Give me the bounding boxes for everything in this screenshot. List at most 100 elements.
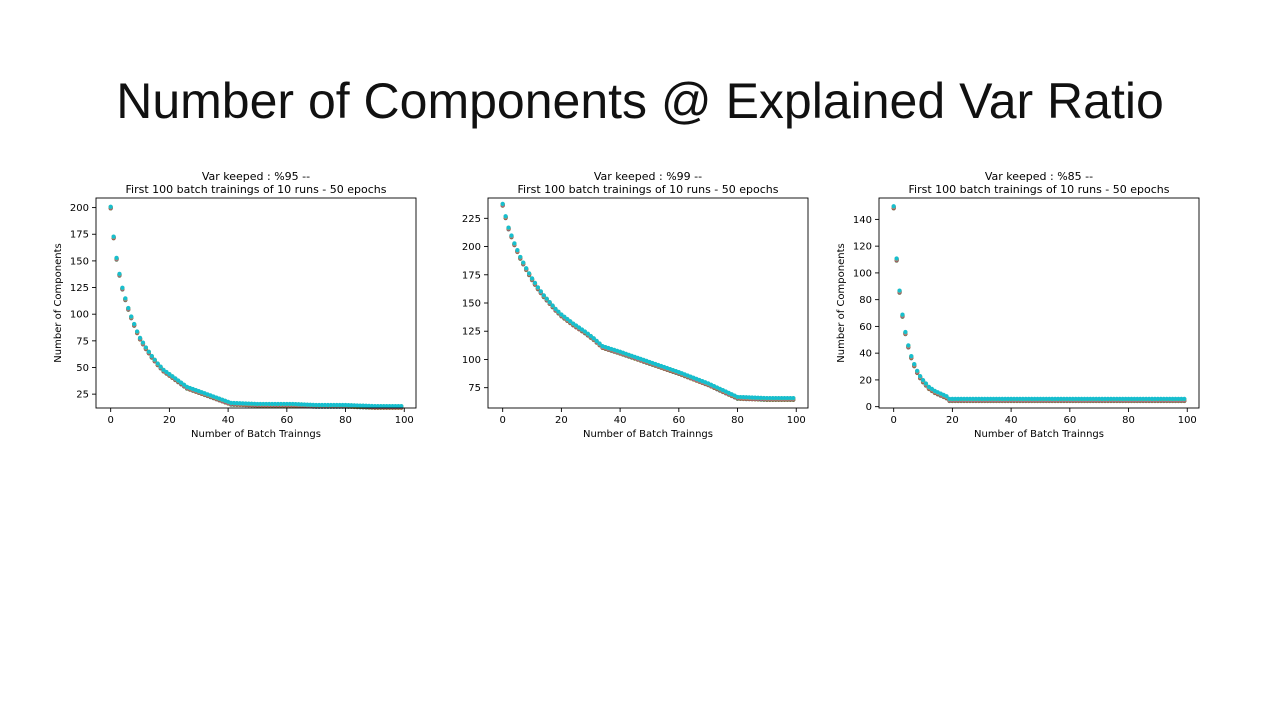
data-point bbox=[900, 312, 905, 317]
data-point bbox=[988, 396, 993, 401]
data-point bbox=[773, 395, 778, 401]
y-axis-label: Number of Components bbox=[836, 243, 847, 362]
y-tick-label: 0 bbox=[866, 402, 872, 413]
data-point bbox=[240, 401, 245, 406]
data-point bbox=[170, 374, 175, 379]
data-point bbox=[1082, 396, 1087, 401]
data-point bbox=[1088, 396, 1093, 401]
x-tick-label: 20 bbox=[946, 415, 959, 426]
data-point bbox=[556, 309, 561, 314]
data-point bbox=[1120, 396, 1125, 401]
y-tick-label: 140 bbox=[853, 215, 872, 226]
y-tick-label: 100 bbox=[462, 355, 481, 366]
data-point bbox=[237, 401, 242, 406]
data-point bbox=[366, 403, 372, 408]
data-point bbox=[1038, 396, 1043, 401]
data-point bbox=[343, 402, 348, 408]
data-point bbox=[565, 316, 570, 322]
y-tick-label: 150 bbox=[462, 299, 481, 310]
data-point bbox=[506, 225, 511, 230]
y-tick-label: 25 bbox=[76, 390, 89, 401]
data-point bbox=[547, 299, 552, 305]
data-point bbox=[747, 395, 752, 400]
data-point bbox=[267, 401, 272, 407]
data-point bbox=[764, 395, 769, 401]
data-point bbox=[1179, 396, 1184, 401]
data-point bbox=[164, 369, 169, 375]
data-point bbox=[1129, 396, 1134, 401]
data-point bbox=[231, 400, 237, 406]
chart-panel-var95: Var keeped : %95 -- First 100 batch train… bbox=[30, 165, 430, 455]
data-point bbox=[1067, 396, 1072, 401]
data-point bbox=[1141, 396, 1146, 401]
data-point bbox=[597, 341, 602, 346]
data-point bbox=[129, 314, 134, 319]
x-tick-label: 80 bbox=[339, 415, 352, 426]
y-tick-label: 40 bbox=[859, 349, 872, 360]
data-point bbox=[137, 335, 143, 340]
data-point bbox=[891, 204, 896, 209]
data-point bbox=[785, 395, 790, 401]
data-point bbox=[970, 396, 976, 401]
data-point bbox=[1167, 396, 1172, 401]
data-point bbox=[956, 396, 961, 401]
data-point bbox=[261, 401, 266, 407]
data-point bbox=[791, 395, 796, 401]
data-point bbox=[521, 260, 526, 265]
plot-frame bbox=[487, 197, 809, 409]
y-tick-label: 200 bbox=[462, 242, 481, 253]
x-tick-label: 100 bbox=[395, 415, 414, 426]
data-point bbox=[906, 343, 911, 348]
data-point bbox=[585, 331, 590, 336]
data-point bbox=[155, 361, 160, 366]
data-point bbox=[1029, 396, 1034, 401]
data-point bbox=[161, 367, 166, 372]
y-tick-label: 175 bbox=[462, 270, 481, 281]
data-point bbox=[562, 314, 567, 319]
data-point bbox=[1044, 396, 1049, 401]
data-point bbox=[284, 401, 289, 407]
data-point bbox=[355, 403, 360, 408]
y-tick-label: 100 bbox=[853, 268, 872, 279]
data-point bbox=[1155, 396, 1160, 401]
data-point bbox=[1135, 396, 1140, 401]
data-point bbox=[176, 378, 181, 383]
data-point bbox=[120, 285, 125, 290]
data-point bbox=[991, 396, 996, 401]
y-tick-label: 60 bbox=[859, 322, 872, 333]
data-point bbox=[529, 276, 535, 281]
data-point bbox=[1138, 396, 1143, 401]
data-point bbox=[964, 396, 970, 401]
data-point bbox=[918, 374, 923, 379]
data-point bbox=[1009, 396, 1014, 401]
data-point bbox=[953, 396, 958, 401]
points-group bbox=[108, 204, 404, 410]
data-point bbox=[173, 376, 178, 381]
data-point bbox=[594, 338, 599, 343]
data-point bbox=[346, 403, 351, 408]
y-tick-label: 100 bbox=[70, 310, 89, 321]
y-axis-label: Number of Components bbox=[53, 243, 64, 362]
data-point bbox=[753, 395, 758, 400]
x-tick-label: 0 bbox=[107, 415, 113, 426]
data-point bbox=[1006, 396, 1011, 401]
data-point bbox=[1050, 396, 1055, 401]
data-point bbox=[281, 401, 286, 407]
data-point bbox=[179, 380, 184, 385]
data-point bbox=[314, 402, 319, 408]
data-point bbox=[1102, 396, 1108, 401]
data-point bbox=[979, 396, 984, 401]
data-point bbox=[1003, 396, 1008, 401]
data-point bbox=[1091, 396, 1096, 401]
data-point bbox=[384, 403, 389, 409]
data-point bbox=[770, 395, 775, 401]
data-point bbox=[158, 364, 163, 369]
data-point bbox=[1061, 396, 1067, 401]
data-point bbox=[915, 368, 920, 373]
data-point bbox=[302, 402, 307, 407]
data-point bbox=[1176, 396, 1181, 401]
data-point bbox=[1076, 396, 1081, 401]
data-point bbox=[1117, 396, 1122, 401]
data-point bbox=[947, 396, 952, 401]
data-point bbox=[1070, 396, 1075, 401]
